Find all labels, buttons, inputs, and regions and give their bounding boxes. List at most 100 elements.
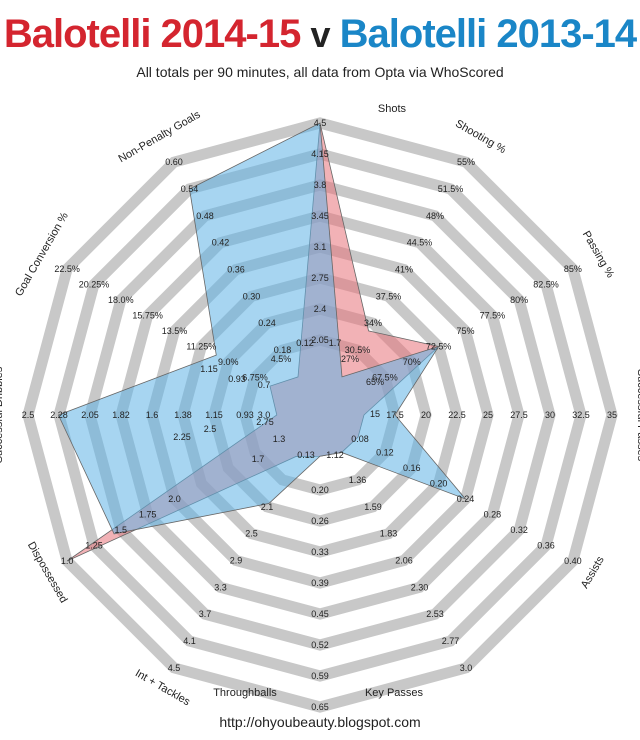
tick-label: 0.12 — [376, 448, 394, 458]
tick-label: 3.7 — [199, 609, 212, 619]
tick-label: 0.45 — [311, 609, 329, 619]
tick-label: 0.48 — [196, 211, 214, 221]
inner-tick-label: 0.7 — [258, 380, 271, 390]
inner-tick-label: 0.08 — [351, 434, 369, 444]
axis-label: Successful Dribbles — [0, 366, 5, 463]
tick-label: 0.60 — [165, 157, 183, 167]
tick-label: 1.6 — [146, 410, 159, 420]
tick-label: 30.5% — [345, 345, 371, 355]
inner-tick-label: 27% — [341, 354, 359, 364]
tick-label: 0.24 — [457, 494, 475, 504]
tick-label: 80% — [510, 295, 528, 305]
tick-label: 0.52 — [311, 640, 329, 650]
tick-label: 2.53 — [426, 609, 444, 619]
tick-label: 2.77 — [442, 636, 460, 646]
tick-label: 44.5% — [407, 238, 433, 248]
tick-label: 0.20 — [430, 479, 448, 489]
tick-label: 1.25 — [85, 541, 103, 551]
tick-label: 0.39 — [311, 578, 329, 588]
tick-label: 0.54 — [181, 184, 199, 194]
tick-label: 2.1 — [261, 502, 274, 512]
inner-tick-label: 0.12 — [296, 338, 314, 348]
inner-tick-label: 4.5% — [271, 354, 292, 364]
axis-label: Throughballs — [213, 687, 277, 699]
tick-label: 1.38 — [174, 410, 192, 420]
tick-label: 1.82 — [112, 410, 130, 420]
axis-label: Shooting % — [453, 118, 508, 157]
tick-label: 82.5% — [533, 280, 559, 290]
tick-label: 0.16 — [403, 463, 421, 473]
tick-label: 25 — [483, 410, 493, 420]
tick-label: 0.28 — [484, 510, 502, 520]
inner-tick-label: 3.0 — [258, 410, 271, 420]
tick-label: 2.0 — [168, 494, 181, 504]
tick-label: 0.65 — [311, 702, 329, 712]
tick-label: 11.25% — [186, 342, 216, 352]
grid-ring — [53, 148, 587, 682]
tick-label: 0.18 — [274, 345, 292, 355]
tick-label: 18.0% — [108, 295, 134, 305]
tick-label: 0.42 — [212, 238, 230, 248]
tick-label: 20.25% — [79, 280, 110, 290]
tick-label: 72.5% — [426, 342, 452, 352]
inner-tick-label: 65% — [366, 377, 384, 387]
tick-label: 2.28 — [50, 410, 68, 420]
tick-label: 17.5 — [386, 410, 404, 420]
tick-label: 3.45 — [311, 211, 329, 221]
tick-label: 6.75% — [242, 373, 268, 383]
inner-tick-label: 0.13 — [297, 450, 315, 460]
axis-label: Passing % — [580, 229, 616, 280]
inner-tick-label: 1.7 — [329, 338, 342, 348]
axis-label: Assists — [579, 554, 607, 591]
inner-tick-label: 1.7 — [252, 454, 265, 464]
tick-label: 0.59 — [311, 671, 329, 681]
inner-tick-label: 15 — [370, 409, 380, 419]
tick-label: 75% — [456, 326, 474, 336]
tick-label: 2.4 — [314, 304, 327, 314]
tick-label: 0.32 — [510, 525, 528, 535]
axis-label: Shots — [378, 103, 407, 115]
tick-label: 2.06 — [395, 555, 413, 565]
tick-label: 2.75 — [311, 273, 329, 283]
title-2013-14: Balotelli 2013-14 — [339, 12, 637, 56]
tick-label: 0.33 — [311, 547, 329, 557]
tick-label: 2.05 — [81, 410, 99, 420]
tick-label: 70% — [403, 357, 421, 367]
title-versus: v — [310, 14, 330, 55]
tick-label: 77.5% — [480, 311, 506, 321]
tick-label: 0.26 — [311, 516, 329, 526]
tick-label: 15.75% — [132, 311, 163, 321]
tick-label: 51.5% — [438, 184, 464, 194]
axis-label: Key Passes — [365, 687, 424, 699]
tick-label: 22.5 — [448, 410, 466, 420]
tick-label: 2.5 — [22, 410, 35, 420]
axis-label: Successful Passes — [635, 369, 640, 462]
tick-label: 2.9 — [230, 555, 243, 565]
tick-label: 0.36 — [227, 265, 245, 275]
series-area-2013-14 — [57, 122, 467, 535]
grid-ring — [115, 210, 525, 620]
tick-label: 30 — [545, 410, 555, 420]
tick-label: 55% — [457, 157, 475, 167]
tick-label: 1.36 — [349, 475, 367, 485]
tick-label: 37.5% — [376, 291, 402, 301]
tick-label: 0.36 — [537, 541, 555, 551]
inner-tick-label: 2.75 — [256, 417, 274, 427]
tick-label: 0.30 — [243, 291, 261, 301]
tick-label: 22.5% — [54, 264, 80, 274]
tick-label: 3.1 — [314, 242, 327, 252]
tick-label: 27.5 — [510, 410, 528, 420]
tick-label: 20 — [421, 410, 431, 420]
tick-label: 1.5 — [115, 525, 128, 535]
tick-label: 2.05 — [311, 335, 329, 345]
tick-label: 32.5 — [572, 410, 590, 420]
grid-ring — [146, 241, 494, 589]
tick-label: 1.83 — [380, 529, 398, 539]
tick-label: 85% — [564, 264, 582, 274]
inner-tick-label: 2.5 — [204, 424, 217, 434]
tick-label: 48% — [426, 211, 444, 221]
tick-label: 3.8 — [314, 180, 327, 190]
tick-label: 4.1 — [183, 636, 196, 646]
title-2014-15: Balotelli 2014-15 — [3, 12, 301, 56]
